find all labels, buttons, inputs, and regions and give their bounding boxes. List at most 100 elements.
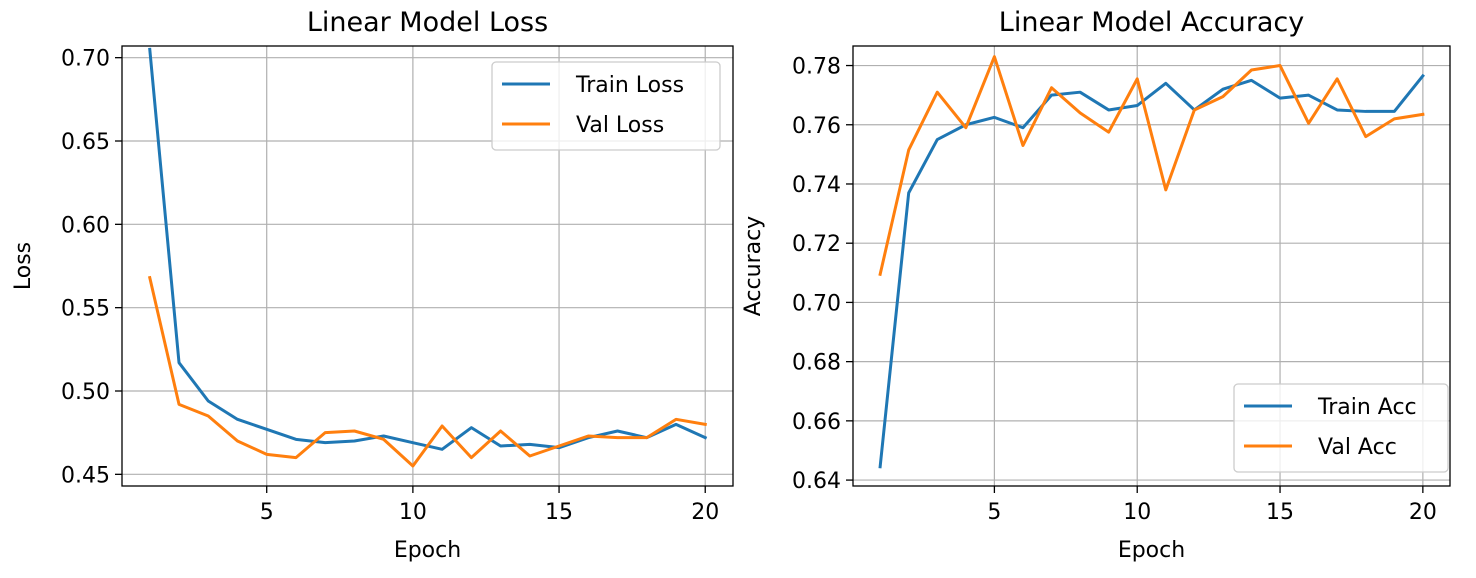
loss-legend: Train Loss Val Loss [491,61,721,151]
loss-chart: 5 10 15 20 0.45 0.50 0.55 0.60 0.65 0.70 Linear M… [11,7,734,563]
accuracy-x-axis-title: Epoch [1118,538,1185,563]
data-point-val-loss [469,456,473,460]
loss-y-tick-label: 0.65 [61,130,110,155]
accuracy-chart: 5 10 15 200.640.660.680.700.720.740.760.78 … [741,7,1451,563]
data-point-val-acc [878,272,882,276]
loss-y-tick-label: 0.70 [61,47,110,72]
accuracy-chart-title: Linear Model Accuracy [999,7,1304,38]
data-point-val-acc [1192,108,1196,112]
legend-label-val-loss: Val Loss [576,113,664,138]
loss-x-tick-label: 20 [691,500,719,525]
data-point-val-acc [1050,86,1054,90]
data-point-val-acc [907,148,911,152]
data-point-train-acc [1392,109,1396,113]
accuracy-plot-frame [852,45,1451,487]
accuracy-y-tick-label: 0.72 [792,232,841,257]
data-point-train-loss [323,441,327,445]
data-point-train-acc [935,138,939,142]
data-point-val-acc [1164,188,1168,192]
data-point-val-acc [1364,135,1368,139]
data-point-train-loss [674,422,678,426]
data-point-val-loss [177,402,181,406]
data-point-train-loss [703,436,707,440]
data-point-train-loss [294,437,298,441]
data-point-val-acc [935,90,939,94]
data-point-val-acc [1335,77,1339,81]
data-point-train-loss [235,417,239,421]
data-point-val-acc [1249,68,1253,72]
data-point-val-loss [440,424,444,428]
accuracy-y-tick-label: 0.76 [792,114,841,139]
accuracy-ticks: 5 10 15 20 0.64 0.66 0.68 0.70 0.72 0.74 0.76 0.78 [792,55,1437,525]
data-point-train-loss [411,441,415,445]
data-point-train-loss [528,442,532,446]
data-point-val-loss [528,454,532,458]
loss-ticks: 5 10 15 20 0.45 0.50 0.55 0.60 0.65 0.70 [61,47,719,525]
legend-label-val-acc: Val Acc [1318,435,1397,460]
data-point-train-acc [1249,78,1253,82]
data-point-train-loss [352,439,356,443]
data-point-train-loss [177,361,181,365]
legend-label-train-acc: Train Acc [1317,395,1417,420]
data-point-train-acc [907,191,911,195]
data-point-val-loss [616,436,620,440]
accuracy-x-tick-label: 5 [987,500,1001,525]
accuracy-y-axis-title: Accuracy [741,216,766,316]
data-point-val-loss [499,429,503,433]
data-point-train-acc [992,115,996,119]
data-point-val-loss [411,464,415,468]
loss-chart-title: Linear Model Loss [307,7,548,38]
data-point-train-acc [1307,93,1311,97]
data-point-train-acc [1164,81,1168,85]
data-point-val-acc [1221,95,1225,99]
loss-x-tick-label: 10 [399,500,427,525]
data-point-train-loss [469,426,473,430]
accuracy-y-tick-label: 0.78 [792,55,841,80]
loss-x-tick-label: 15 [545,500,573,525]
data-point-val-acc [992,55,996,59]
accuracy-y-tick-label: 0.66 [792,410,841,435]
data-point-val-loss [235,439,239,443]
accuracy-x-tick-label: 20 [1409,500,1437,525]
data-point-train-acc [1135,104,1139,108]
loss-y-tick-label: 0.45 [61,463,110,488]
data-point-train-loss [265,427,269,431]
legend-label-train-loss: Train Loss [575,73,684,98]
accuracy-x-tick-label: 10 [1123,500,1151,525]
data-point-train-acc [1335,108,1339,112]
loss-series [147,47,708,468]
data-point-val-loss [148,276,152,280]
data-point-val-loss [586,434,590,438]
data-point-train-acc [1221,87,1225,91]
accuracy-legend: Train Acc Val Acc [1233,383,1449,473]
data-point-val-acc [964,126,968,130]
data-point-val-loss [206,414,210,418]
data-point-val-acc [1421,112,1425,116]
data-point-val-acc [1392,117,1396,121]
data-point-train-acc [1364,109,1368,113]
data-point-val-loss [265,452,269,456]
data-point-train-acc [1107,108,1111,112]
accuracy-y-tick-label: 0.70 [792,291,841,316]
series-line-train-acc [878,73,1425,469]
data-point-train-loss [499,444,503,448]
data-point-val-loss [557,444,561,448]
data-point-train-acc [1278,96,1282,100]
data-point-val-acc [1107,130,1111,134]
accuracy-x-tick-label: 15 [1266,500,1294,525]
data-point-train-loss [440,447,444,451]
data-point-train-loss [148,47,152,51]
data-point-train-loss [206,399,210,403]
series-line-val-acc [878,55,1425,277]
loss-y-tick-label: 0.60 [61,213,110,238]
data-point-val-loss [294,456,298,460]
data-point-train-acc [1078,90,1082,94]
data-point-val-loss [323,431,327,435]
accuracy-y-tick-label: 0.68 [792,351,841,376]
data-point-train-acc [1021,126,1025,130]
accuracy-y-tick-label: 0.64 [792,469,841,494]
series-line-val-loss [147,275,707,468]
loss-y-axis-title: Loss [11,242,36,290]
loss-plot-frame [121,45,734,487]
